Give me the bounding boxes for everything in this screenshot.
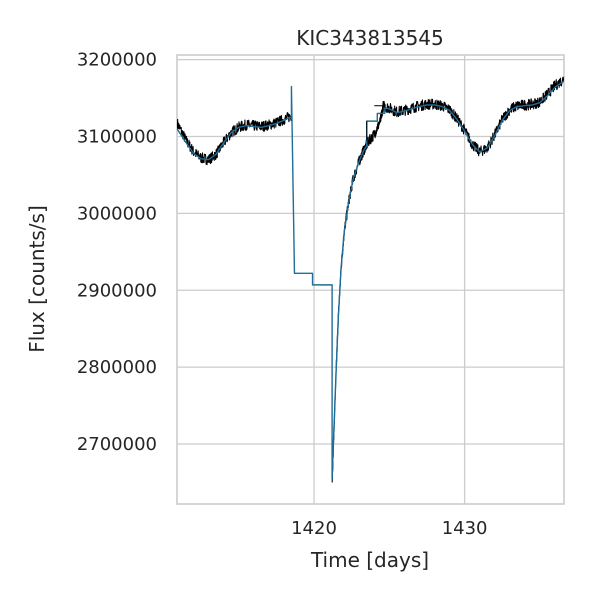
chart-title: KIC343813545 [296, 26, 444, 50]
x-tick-label: 1420 [291, 518, 337, 539]
y-tick-label: 3000000 [77, 203, 157, 224]
model-flux-series-line [177, 80, 564, 480]
series-group [177, 76, 564, 483]
y-tick-label: 2900000 [77, 280, 157, 301]
plot-frame [176, 54, 565, 505]
x-tick-label: 1430 [442, 518, 488, 539]
y-tick-label: 2700000 [77, 434, 157, 455]
y-tick-label: 3200000 [77, 50, 157, 71]
tick-labels: 1420 1430 2700000 2800000 2900000 3000000 3100… [77, 50, 488, 539]
y-tick-label: 3100000 [77, 126, 157, 147]
y-axis-label: Flux [counts/s] [25, 205, 49, 353]
raw-flux-series-line [177, 76, 564, 483]
y-tick-label: 2800000 [77, 357, 157, 378]
grid-lines [177, 55, 564, 504]
x-axis-label: Time [days] [310, 548, 429, 572]
